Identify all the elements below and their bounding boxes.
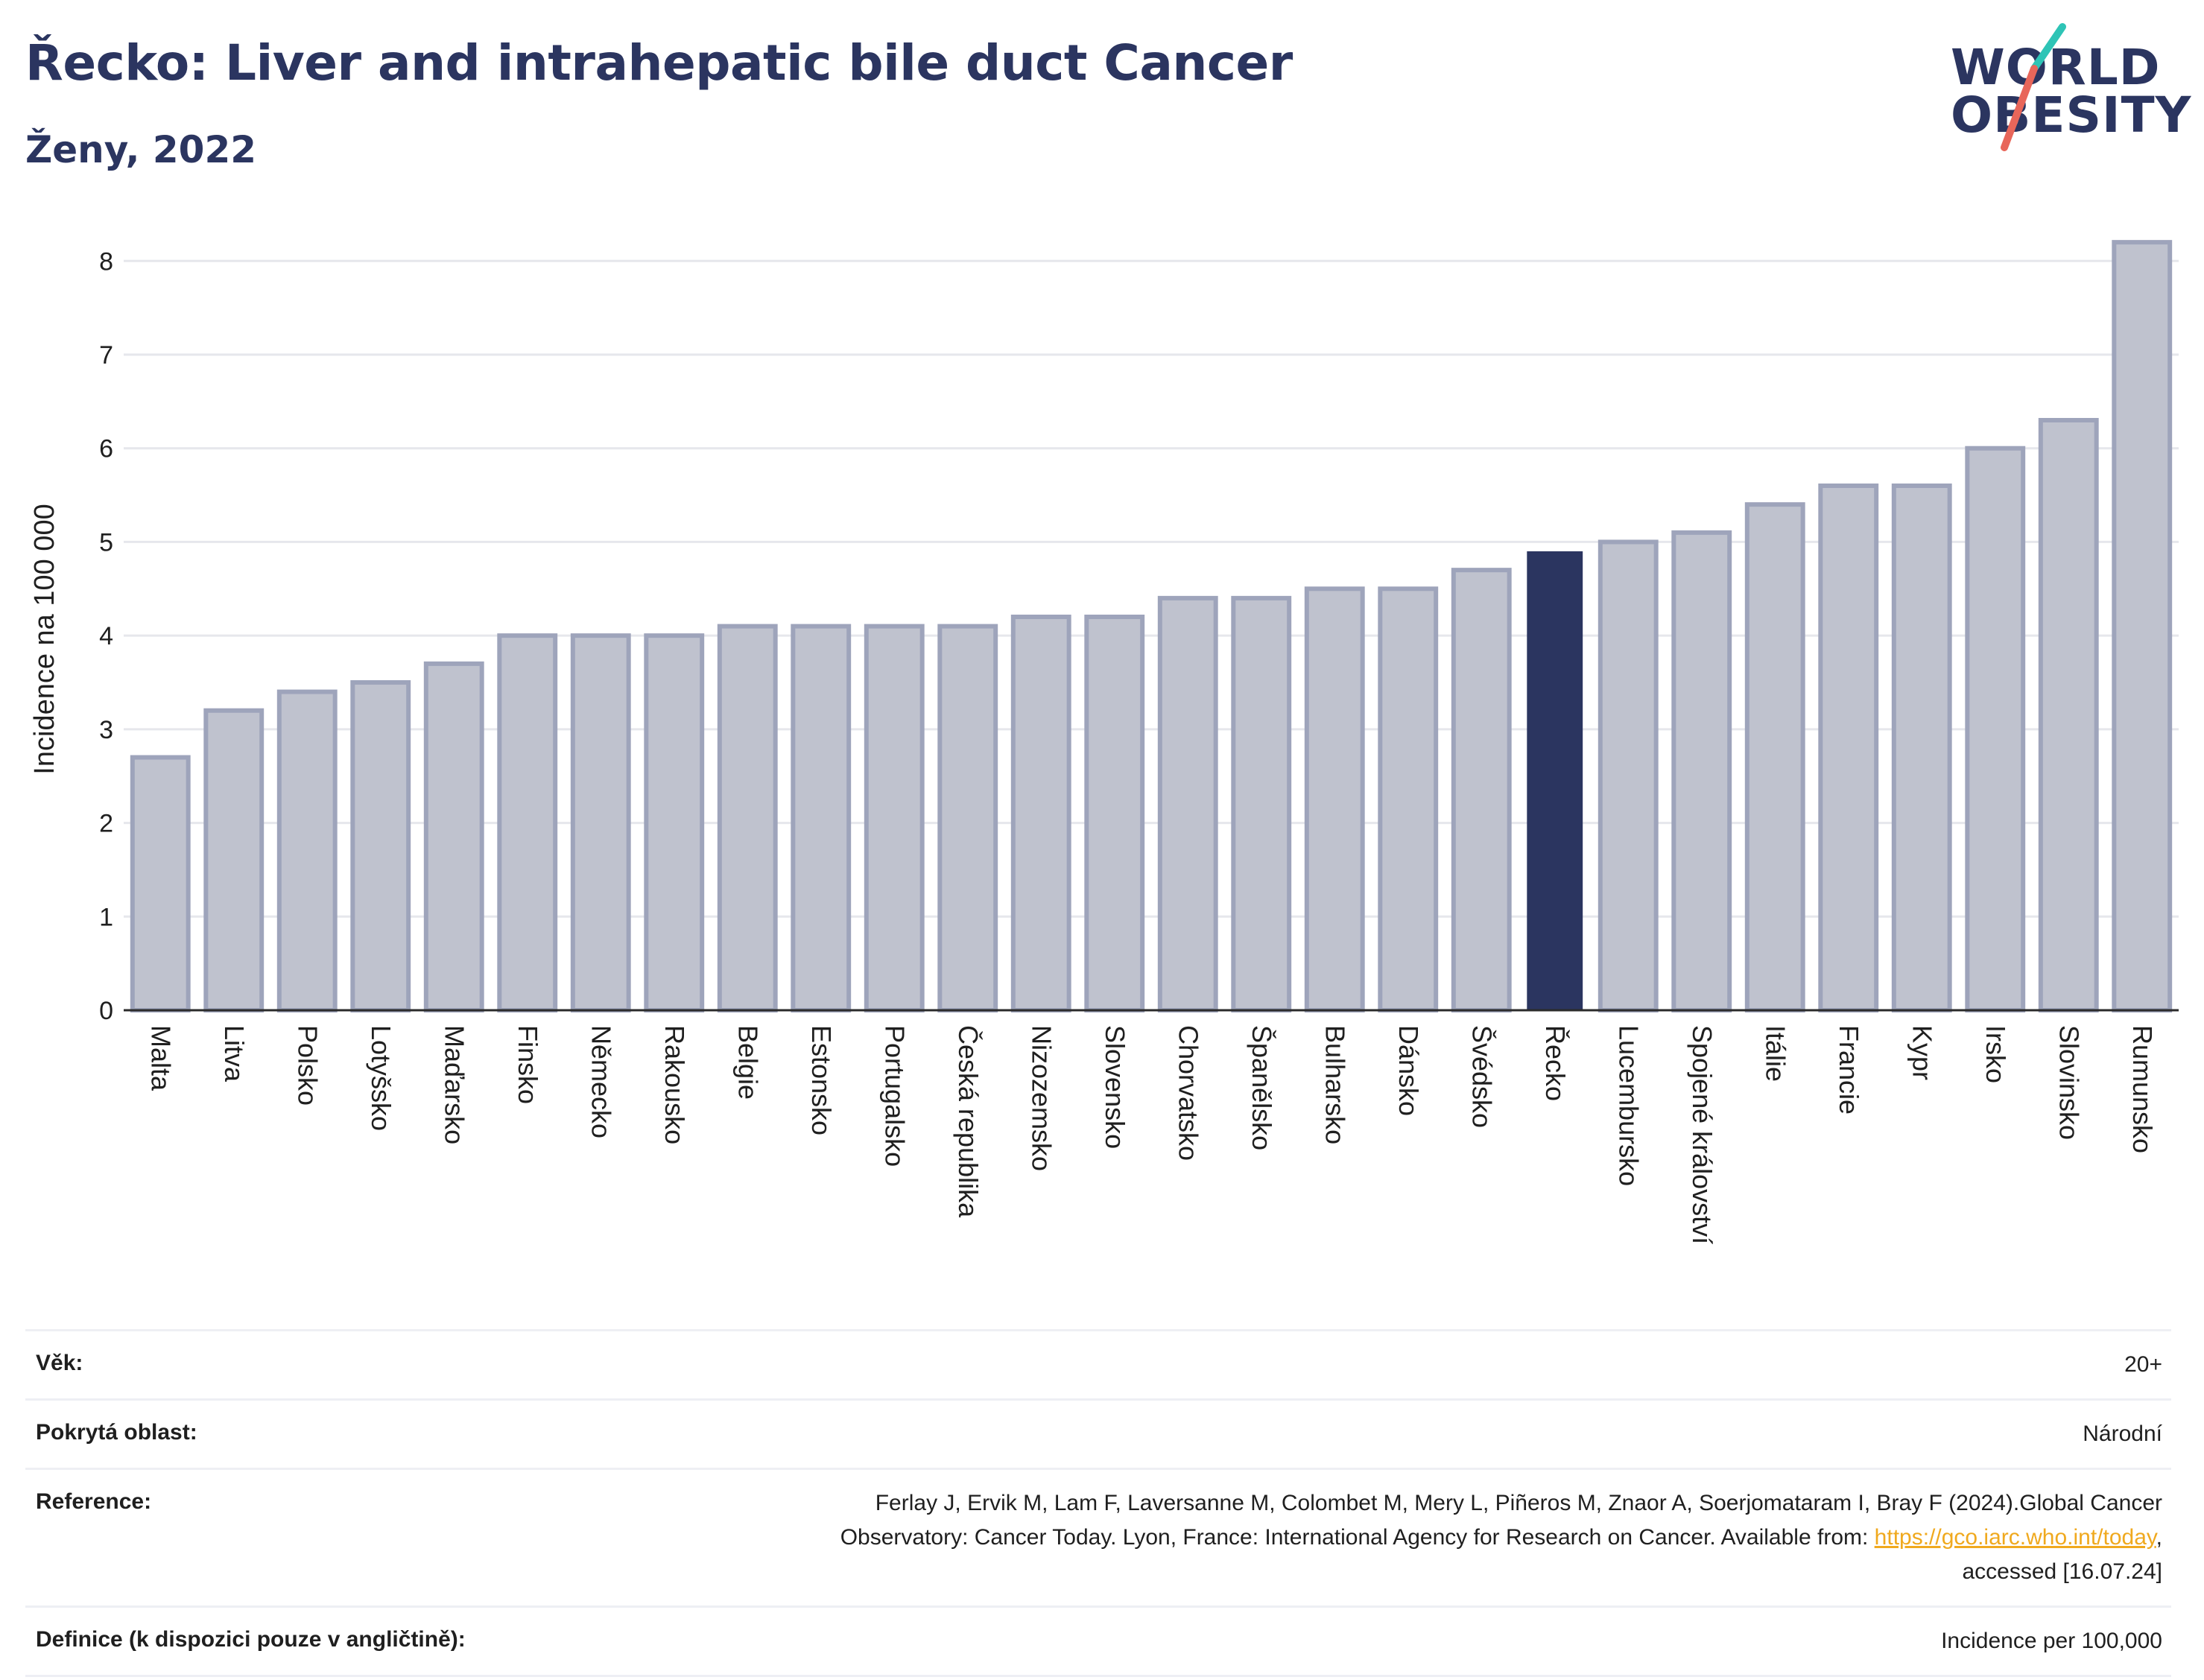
bar xyxy=(350,680,411,1012)
reference-line-2-end: , xyxy=(2156,1525,2162,1550)
x-tick-label: Řecko xyxy=(1540,1025,1571,1101)
x-tick-label: Lucembursko xyxy=(1613,1025,1644,1186)
y-tick-label: 5 xyxy=(99,528,113,557)
bar xyxy=(1231,595,1292,1012)
bar xyxy=(717,624,778,1012)
page-title: Řecko: Liver and intrahepatic bile duct … xyxy=(25,34,1293,92)
bar xyxy=(423,661,484,1012)
x-tick-label: Česká republika xyxy=(953,1025,984,1218)
x-tick-label: Malta xyxy=(145,1025,176,1091)
bar xyxy=(1965,446,2026,1012)
bar xyxy=(203,708,265,1012)
x-tick-label: Maďarsko xyxy=(439,1025,469,1144)
info-row-coverage: Pokrytá oblast: Národní xyxy=(25,1398,2171,1468)
x-tick-label: Litva xyxy=(219,1025,250,1083)
x-tick-label: Rakousko xyxy=(659,1025,690,1144)
page-subtitle: Ženy, 2022 xyxy=(25,128,257,171)
y-tick-label: 7 xyxy=(99,341,113,370)
bar xyxy=(2112,240,2173,1013)
x-tick-label: Švédsko xyxy=(1466,1025,1497,1128)
bar xyxy=(644,633,705,1013)
x-tick-label: Estonsko xyxy=(806,1025,837,1135)
y-tick-label: 8 xyxy=(99,247,113,276)
bar xyxy=(1744,502,1805,1012)
x-tick-label: Finsko xyxy=(513,1025,543,1104)
logo-slash-icon xyxy=(2001,23,2066,151)
coverage-value: Národní xyxy=(2083,1421,2162,1446)
info-row-reference: Reference: Ferlay J, Ervik M, Lam F, Lav… xyxy=(25,1468,2171,1605)
bar xyxy=(1891,484,1952,1012)
x-tick-label: Portugalsko xyxy=(879,1025,910,1167)
y-tick-label: 1 xyxy=(99,903,113,931)
x-tick-label: Polsko xyxy=(292,1025,323,1106)
bar xyxy=(791,624,852,1012)
definition-value: Incidence per 100,000 xyxy=(1941,1629,2162,1653)
x-tick-label: Španělsko xyxy=(1247,1025,1277,1150)
bar xyxy=(497,633,558,1013)
x-tick-label: Kypr xyxy=(1907,1025,1937,1080)
logo-word-obesity: OBESITY xyxy=(1951,86,2192,144)
y-axis-label: Incidence na 100 000 xyxy=(29,504,60,774)
bar xyxy=(1010,615,1071,1012)
x-tick-label: Francie xyxy=(1834,1025,1864,1115)
age-value: 20+ xyxy=(2124,1352,2162,1377)
bar xyxy=(570,633,631,1013)
bar xyxy=(2038,418,2099,1012)
reference-line-1: Ferlay J, Ervik M, Lam F, Laversanne M, … xyxy=(875,1491,2162,1515)
bar xyxy=(276,689,338,1012)
x-tick-label: Německo xyxy=(586,1025,616,1138)
info-row-definition: Definice (k dispozici pouze v angličtině… xyxy=(25,1605,2171,1677)
x-tick-label: Dánsko xyxy=(1393,1025,1424,1116)
y-tick-label: 4 xyxy=(99,622,113,650)
info-table: Věk: 20+ Pokrytá oblast: Národní Referen… xyxy=(25,1329,2171,1677)
y-tick-label: 6 xyxy=(99,435,113,463)
bar xyxy=(1527,551,1583,1010)
x-tick-label: Bulharsko xyxy=(1320,1025,1350,1144)
x-tick-label: Rumunsko xyxy=(2127,1025,2158,1153)
definition-label: Definice (k dispozici pouze v angličtině… xyxy=(36,1627,466,1652)
bar xyxy=(937,624,998,1012)
x-tick-label: Nizozemsko xyxy=(1026,1025,1057,1171)
bar xyxy=(1451,568,1512,1012)
bar xyxy=(1157,595,1218,1012)
x-tick-label: Belgie xyxy=(732,1025,763,1100)
bar xyxy=(1597,539,1659,1012)
logo-word-world: WORLD xyxy=(1951,39,2161,96)
x-tick-label: Lotyšsko xyxy=(366,1025,396,1131)
world-obesity-logo[interactable]: WORLD OBESITY xyxy=(1937,22,2191,156)
reference-label: Reference: xyxy=(36,1489,152,1514)
x-tick-label: Itálie xyxy=(1760,1025,1790,1082)
reference-value: Ferlay J, Ervik M, Lam F, Laversanne M, … xyxy=(840,1486,2162,1589)
reference-line-2: Observatory: Cancer Today. Lyon, France:… xyxy=(840,1525,1869,1550)
reference-line-3: accessed [16.07.24] xyxy=(1962,1559,2162,1584)
coverage-label: Pokrytá oblast: xyxy=(36,1420,197,1445)
bar xyxy=(1671,530,1732,1013)
age-label: Věk: xyxy=(36,1351,83,1375)
bar xyxy=(130,755,191,1012)
bar xyxy=(1378,586,1439,1012)
y-tick-label: 2 xyxy=(99,810,113,838)
x-tick-label: Spojené království xyxy=(1687,1025,1717,1244)
x-tick-label: Irsko xyxy=(1980,1025,2011,1083)
reference-link[interactable]: https://gco.iarc.who.int/today xyxy=(1874,1525,2156,1550)
x-tick-label: Chorvatsko xyxy=(1173,1025,1203,1161)
bar xyxy=(1818,484,1879,1012)
y-tick-label: 3 xyxy=(99,716,113,744)
bar xyxy=(864,624,925,1012)
bar xyxy=(1084,615,1145,1012)
x-tick-label: Slovensko xyxy=(1100,1025,1130,1149)
x-tick-label: Slovinsko xyxy=(2053,1025,2084,1140)
y-tick-label: 0 xyxy=(99,997,113,1025)
info-row-age: Věk: 20+ xyxy=(25,1329,2171,1398)
bar-chart: 0 1 2 3 4 5 6 7 8 Incidence na 100 000 Malta Litva P… xyxy=(29,240,2179,1244)
bar xyxy=(1304,586,1365,1012)
